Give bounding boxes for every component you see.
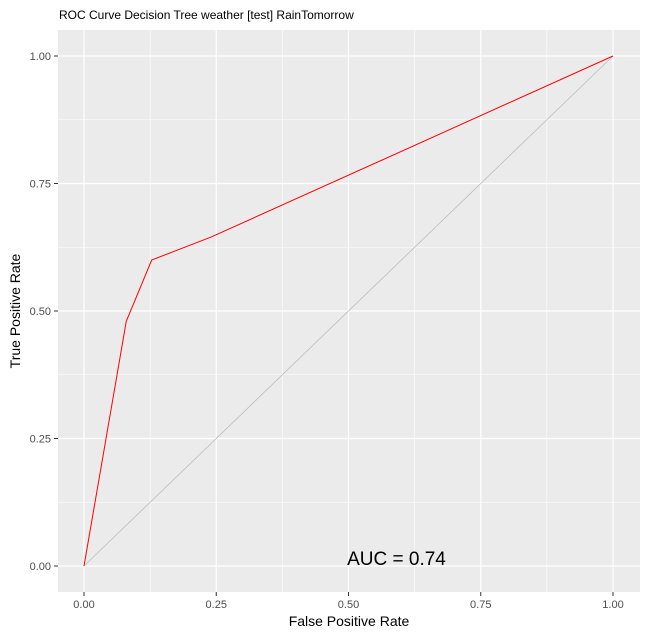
series-layer [83, 55, 614, 567]
y-tick-label: 0.50 [30, 306, 51, 318]
x-tick-label: 0.75 [470, 599, 491, 611]
tick-layer: 0.00 0.25 0.50 0.75 1.00 0.00 0.25 0.50 0.75 1.00 [30, 51, 624, 611]
x-tick-label: 0.00 [73, 599, 94, 611]
roc-curve-line [83, 55, 614, 567]
y-axis-label: True Positive Rate [7, 253, 23, 368]
y-tick-label: 0.25 [30, 434, 51, 446]
chart-title: ROC Curve Decision Tree weather [test] R… [59, 8, 354, 22]
y-tick-label: 0.00 [30, 561, 51, 573]
x-tick-label: 0.50 [338, 599, 359, 611]
diagonal-reference-line [83, 55, 614, 567]
y-tick-label: 1.00 [30, 51, 51, 63]
x-tick-label: 0.25 [206, 599, 227, 611]
y-tick-label: 0.75 [30, 179, 51, 191]
x-tick-label: 1.00 [602, 599, 623, 611]
auc-annotation: AUC = 0.74 [347, 549, 446, 570]
x-axis-label: False Positive Rate [289, 613, 410, 629]
